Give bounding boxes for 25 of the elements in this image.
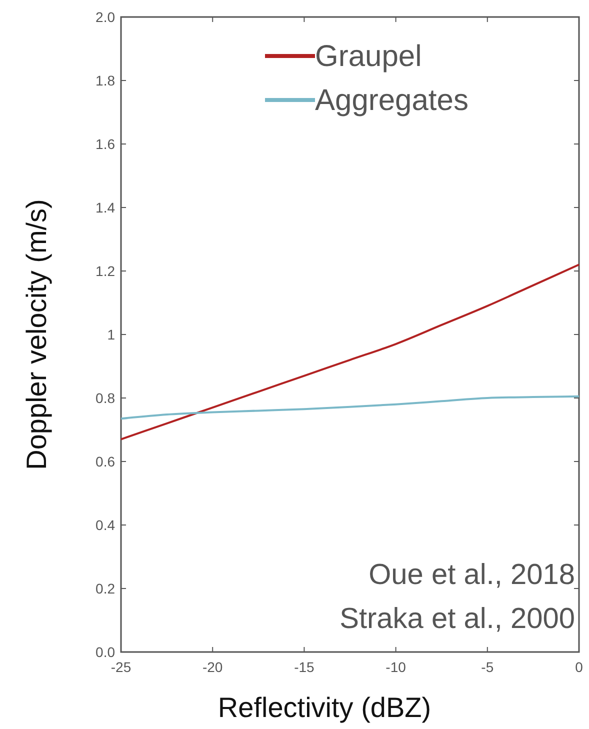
line-series	[120, 264, 580, 440]
x-tick-label: -10	[386, 659, 406, 675]
line-series	[120, 395, 580, 420]
y-tick-label: 0.0	[96, 644, 116, 660]
x-tick-label: 0	[575, 659, 584, 675]
y-tick-label: 1.8	[96, 72, 116, 88]
y-axis-title: Doppler velocity (m/s)	[21, 199, 52, 470]
y-tick-label: 1.4	[96, 199, 116, 216]
x-tick-label: -20	[202, 659, 223, 675]
y-tick-label: 0.8	[96, 390, 116, 406]
y-tick-label: 0.6	[96, 453, 116, 470]
x-axis-title: Reflectivity (dBZ)	[218, 692, 432, 723]
annotation: Oue et al., 2018	[368, 559, 575, 591]
y-tick-label: 0.2	[96, 580, 116, 596]
x-tick-label: -5	[481, 659, 494, 675]
y-tick-label: 0.4	[96, 516, 116, 533]
annotation: Straka et al., 2000	[340, 603, 575, 635]
legend-label: Graupel	[315, 40, 422, 73]
y-tick-label: 1.2	[96, 262, 116, 279]
y-tick-label: 1	[107, 326, 116, 342]
x-tick-label: -25	[110, 659, 132, 675]
y-tick-label: 1.6	[96, 136, 116, 152]
legend-label: Aggregates	[315, 84, 468, 117]
y-tick-label: 2.0	[96, 8, 116, 25]
x-tick-label: -15	[294, 659, 315, 675]
